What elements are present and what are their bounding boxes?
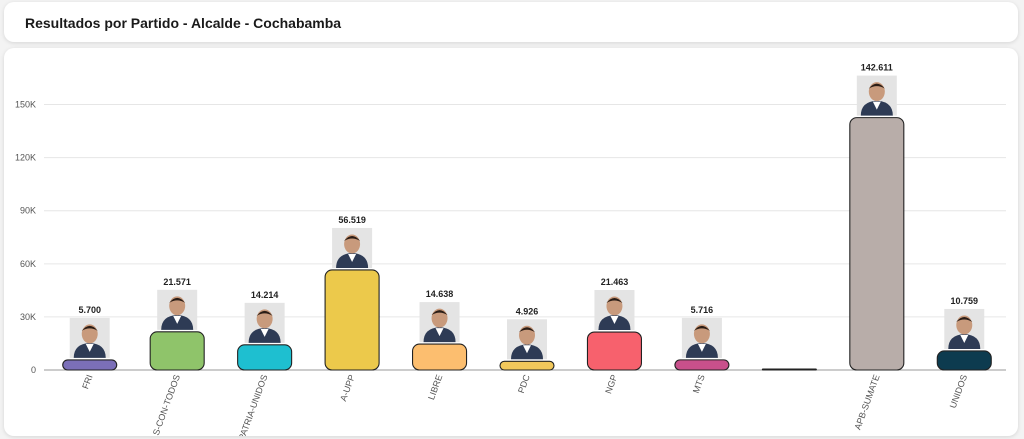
photo-face [519,325,535,345]
photo-hair [868,83,885,89]
person-photo-icon [594,290,635,331]
x-tick-label: APB-SUMATE [853,373,882,431]
photo-collar [960,334,969,343]
x-tick-label: MTS [691,373,707,394]
bar [411,343,468,371]
bar [586,331,643,371]
photo-face [256,309,273,329]
photo-face [344,234,361,254]
y-tick-label: 30K [20,312,36,322]
data-label: 21.463 [601,277,629,287]
data-label: 21.571 [163,277,191,287]
y-tick-label: 90K [20,206,36,216]
bar-chart: 0 30K 60K 90K 120K 150K 5.700 FRI 21.571 S-CON-TO… [15,63,1006,436]
person-photo-icon [244,302,285,343]
photo-face [868,82,885,102]
photo-face [956,315,973,335]
y-tick-label: 120K [15,153,36,163]
photo-collar [260,328,269,337]
header-card: Resultados por Partido - Alcalde - Cocha… [4,2,1018,42]
person-photo-icon [69,317,110,358]
photo-hair [519,327,535,333]
x-tick-label: LIBRE [426,373,444,401]
photo-collar [348,253,357,262]
person-photo-icon [157,289,198,330]
x-tick-label: FRI [80,373,94,390]
data-label: 4.926 [516,306,539,316]
photo-collar [610,316,619,325]
x-tick-label: PDC [516,373,532,395]
data-label: 56.519 [338,215,366,225]
data-label: 5.716 [691,305,714,315]
person-photo-icon [944,308,985,349]
photo-collar [523,345,531,354]
person-photo-icon [507,319,547,360]
photo-collar [872,101,881,110]
photo-collar [85,343,94,352]
bar [499,360,555,371]
photo-hair [81,325,98,331]
x-tick-label: NGP [603,373,619,395]
x-tick-label: PATRIA-UNIDOS [236,373,269,436]
data-label: 142.611 [861,63,893,73]
photo-hair [256,310,273,316]
person-photo-icon [681,317,722,358]
bar [849,117,905,371]
data-label: 10.759 [951,296,979,306]
data-label: 5.700 [78,305,101,315]
photo-hair [169,297,186,303]
photo-collar [697,343,706,352]
photo-face [693,324,710,344]
photo-collar [173,315,182,324]
photo-hair [431,310,448,316]
data-label: 14.638 [426,289,454,299]
photo-face [431,308,448,328]
data-label: 14.214 [251,290,279,300]
photo-hair [693,325,710,331]
x-tick-label: UNIDOS [948,373,969,409]
bar [674,359,730,371]
x-tick-label: S-CON-TODOS [151,373,182,436]
bar [761,368,817,371]
bar [237,344,293,371]
y-tick-label: 0 [31,365,36,375]
photo-face [81,324,98,344]
bar [936,350,992,371]
photo-face [169,296,186,316]
photo-face [606,296,623,316]
person-photo-icon [419,302,460,343]
person-photo-icon [332,227,373,268]
bar [149,331,205,371]
photo-hair [606,298,623,304]
page-title: Resultados por Partido - Alcalde - Cocha… [25,15,342,31]
bar [62,359,118,371]
chart-card: 0 30K 60K 90K 120K 150K 5.700 FRI 21.571 S-CON-TO… [4,48,1018,436]
y-tick-label: 60K [20,259,36,269]
person-photo-icon [856,75,897,116]
bar [324,269,380,371]
photo-hair [344,235,361,241]
photo-collar [435,328,444,337]
x-tick-label: A-UPP [338,373,357,402]
y-tick-label: 150K [15,100,36,110]
photo-hair [956,316,973,322]
